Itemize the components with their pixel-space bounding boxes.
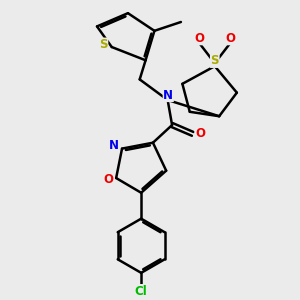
Text: S: S [211, 54, 219, 68]
Text: Cl: Cl [135, 285, 148, 298]
Text: O: O [194, 32, 205, 45]
Text: S: S [99, 38, 108, 51]
Text: O: O [225, 32, 235, 45]
Text: O: O [103, 173, 113, 186]
Text: O: O [195, 128, 205, 140]
Text: N: N [109, 139, 119, 152]
Text: N: N [163, 88, 173, 101]
